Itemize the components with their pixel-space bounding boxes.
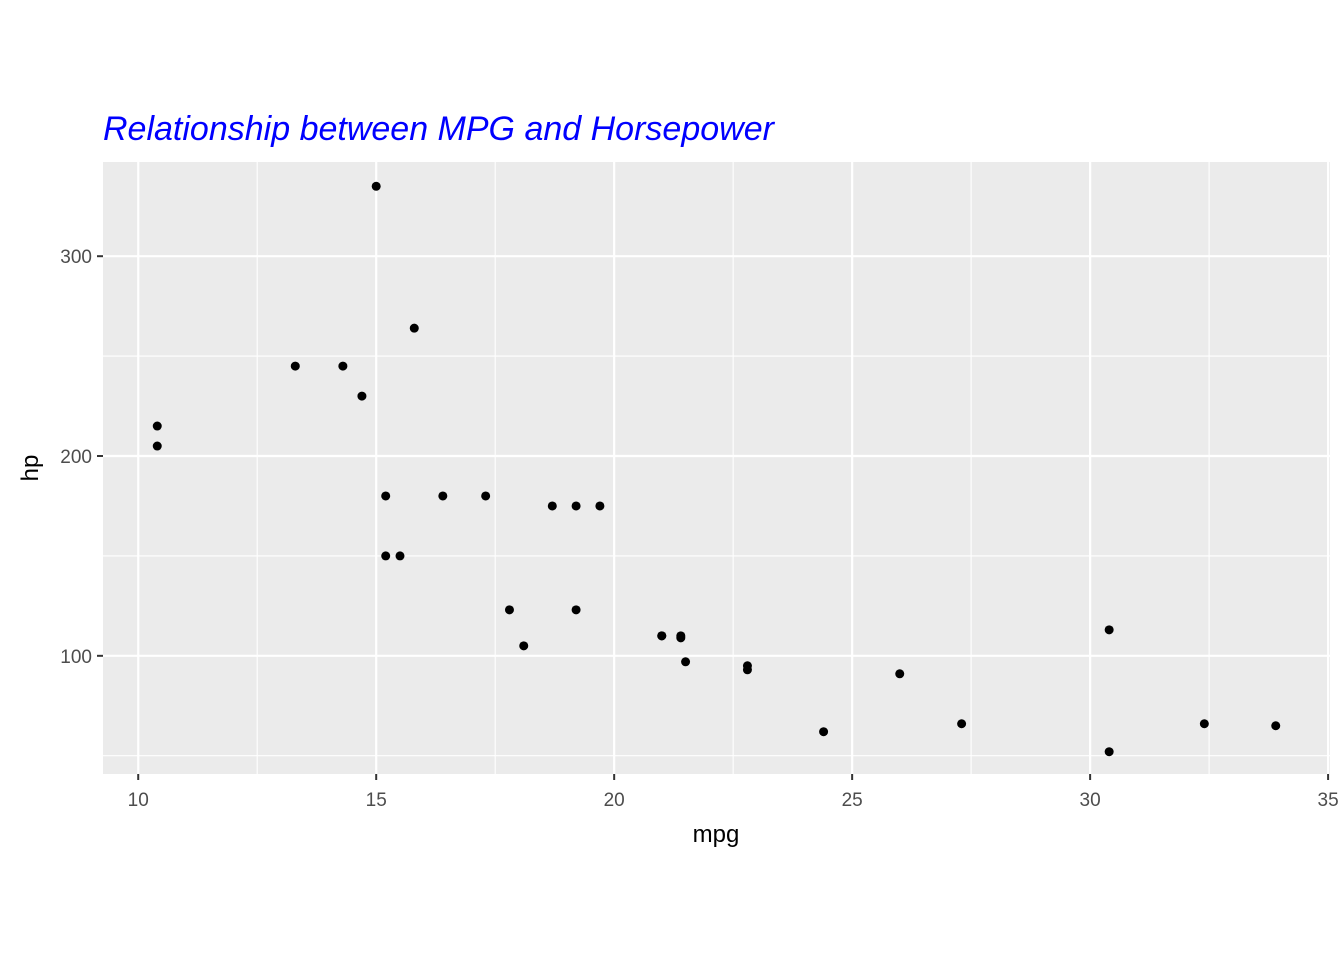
data-point xyxy=(381,491,391,501)
data-point xyxy=(438,491,448,501)
x-tick-label: 35 xyxy=(1318,790,1339,811)
y-tick-label: 200 xyxy=(60,447,92,468)
axis-ticks xyxy=(97,255,1330,780)
data-point xyxy=(1199,719,1209,729)
data-point xyxy=(742,661,752,671)
data-point xyxy=(657,631,667,641)
x-axis-tick-labels: 10 15 20 25 30 35 xyxy=(128,790,1339,811)
data-point xyxy=(371,181,381,191)
x-axis-title: mpg xyxy=(693,821,740,848)
data-point xyxy=(152,421,162,431)
data-point xyxy=(595,501,605,511)
x-tick-label: 15 xyxy=(366,790,387,811)
plot-panel xyxy=(103,162,1330,774)
data-point xyxy=(571,501,581,511)
y-tick-label: 300 xyxy=(60,247,92,268)
data-point xyxy=(676,633,686,643)
data-point xyxy=(1104,625,1114,635)
data-point xyxy=(338,361,348,371)
major-gridlines xyxy=(103,162,1330,774)
minor-gridlines xyxy=(103,162,1330,774)
x-tick-label: 10 xyxy=(128,790,149,811)
data-point xyxy=(357,391,367,401)
data-point xyxy=(819,727,829,737)
data-points xyxy=(152,181,1281,757)
x-tick-label: 30 xyxy=(1080,790,1101,811)
y-axis-tick-labels: 100 200 300 xyxy=(60,247,92,668)
data-point xyxy=(381,551,391,561)
data-point xyxy=(1271,721,1281,731)
y-axis-title: hp xyxy=(17,455,44,482)
data-point xyxy=(290,361,300,371)
data-point xyxy=(519,641,529,651)
x-tick-label: 25 xyxy=(842,790,863,811)
data-point xyxy=(547,501,557,511)
data-point xyxy=(504,605,514,615)
data-point xyxy=(152,441,162,451)
data-point xyxy=(409,323,419,333)
data-point xyxy=(681,657,691,667)
data-point xyxy=(1104,747,1114,757)
data-point xyxy=(395,551,405,561)
data-point xyxy=(895,669,905,679)
x-tick-label: 20 xyxy=(604,790,625,811)
chart-title: Relationship between MPG and Horsepower xyxy=(103,110,776,148)
data-point xyxy=(571,605,581,615)
data-point xyxy=(481,491,491,501)
y-tick-label: 100 xyxy=(60,647,92,668)
data-point xyxy=(957,719,967,729)
